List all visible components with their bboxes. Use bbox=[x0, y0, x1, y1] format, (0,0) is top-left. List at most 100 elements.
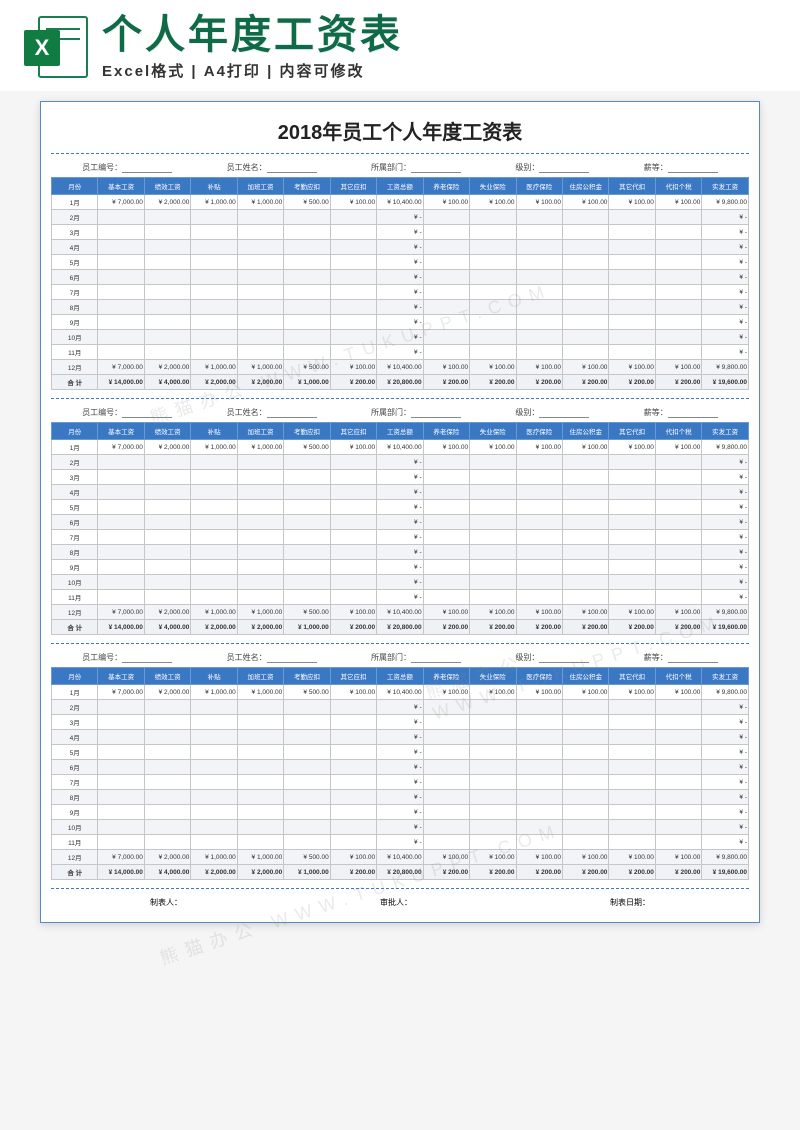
cell: ¥ 7,000.00 bbox=[98, 195, 144, 210]
cell bbox=[516, 225, 562, 240]
cell: ¥ 200.00 bbox=[655, 865, 701, 880]
cell: ¥ - bbox=[702, 730, 749, 745]
cell: ¥ 200.00 bbox=[470, 620, 516, 635]
cell bbox=[191, 805, 237, 820]
cell bbox=[330, 805, 376, 820]
cell: ¥ 100.00 bbox=[609, 605, 655, 620]
cell bbox=[655, 590, 701, 605]
cell: ¥ - bbox=[702, 590, 749, 605]
cell bbox=[609, 775, 655, 790]
cell bbox=[284, 575, 330, 590]
cell bbox=[562, 470, 608, 485]
cell: ¥ - bbox=[377, 285, 423, 300]
cell: ¥ 100.00 bbox=[516, 605, 562, 620]
col-header: 工资总额 bbox=[377, 178, 423, 195]
cell: ¥ 4,000.00 bbox=[144, 375, 190, 390]
cell bbox=[98, 485, 144, 500]
month-cell: 12月 bbox=[52, 850, 98, 865]
cell: ¥ 7,000.00 bbox=[98, 685, 144, 700]
col-header: 绩效工资 bbox=[144, 668, 190, 685]
month-cell: 11月 bbox=[52, 345, 98, 360]
cell bbox=[191, 210, 237, 225]
month-cell: 7月 bbox=[52, 285, 98, 300]
meta-rank: 级别： bbox=[515, 407, 589, 418]
col-header: 其它应扣 bbox=[330, 668, 376, 685]
cell bbox=[330, 575, 376, 590]
meta-emp_no: 员工编号： bbox=[82, 407, 172, 418]
cell bbox=[284, 255, 330, 270]
col-header: 考勤应扣 bbox=[284, 668, 330, 685]
cell: ¥ 500.00 bbox=[284, 605, 330, 620]
cell: ¥ 7,000.00 bbox=[98, 850, 144, 865]
cell: ¥ - bbox=[377, 805, 423, 820]
cell bbox=[470, 330, 516, 345]
cell bbox=[516, 285, 562, 300]
cell bbox=[237, 700, 283, 715]
cell bbox=[144, 715, 190, 730]
cell bbox=[330, 315, 376, 330]
col-header: 加班工资 bbox=[237, 178, 283, 195]
cell bbox=[655, 560, 701, 575]
cell bbox=[144, 730, 190, 745]
cell bbox=[144, 225, 190, 240]
cell bbox=[284, 500, 330, 515]
cell bbox=[98, 330, 144, 345]
month-cell: 6月 bbox=[52, 270, 98, 285]
table-row: 5月¥ -¥ - bbox=[52, 255, 749, 270]
cell bbox=[144, 255, 190, 270]
cell: ¥ 100.00 bbox=[655, 685, 701, 700]
cell bbox=[237, 470, 283, 485]
month-cell: 5月 bbox=[52, 500, 98, 515]
col-header: 代扣个税 bbox=[655, 423, 701, 440]
cell bbox=[237, 300, 283, 315]
cell bbox=[98, 700, 144, 715]
cell: ¥ 200.00 bbox=[470, 865, 516, 880]
cell: ¥ 100.00 bbox=[470, 360, 516, 375]
cell bbox=[609, 545, 655, 560]
cell bbox=[284, 545, 330, 560]
cell bbox=[423, 455, 469, 470]
cell: ¥ 1,000.00 bbox=[284, 620, 330, 635]
cell bbox=[191, 315, 237, 330]
cell: ¥ 1,000.00 bbox=[284, 865, 330, 880]
cell: ¥ 1,000.00 bbox=[191, 685, 237, 700]
cell bbox=[330, 590, 376, 605]
cell bbox=[609, 790, 655, 805]
cell: ¥ 200.00 bbox=[562, 865, 608, 880]
cell bbox=[284, 485, 330, 500]
cell: ¥ 500.00 bbox=[284, 195, 330, 210]
col-header: 基本工资 bbox=[98, 668, 144, 685]
col-header: 医疗保险 bbox=[516, 423, 562, 440]
sub-title: Excel格式 | A4打印 | 内容可修改 bbox=[102, 60, 776, 81]
cell bbox=[655, 270, 701, 285]
cell: ¥ 19,600.00 bbox=[702, 620, 749, 635]
cell bbox=[191, 835, 237, 850]
month-cell: 5月 bbox=[52, 255, 98, 270]
cell bbox=[562, 820, 608, 835]
cell bbox=[191, 470, 237, 485]
cell bbox=[470, 470, 516, 485]
cell bbox=[237, 730, 283, 745]
cell bbox=[237, 530, 283, 545]
cell bbox=[423, 285, 469, 300]
cell bbox=[470, 820, 516, 835]
cell bbox=[655, 730, 701, 745]
month-cell: 9月 bbox=[52, 315, 98, 330]
cell bbox=[609, 530, 655, 545]
cell bbox=[191, 745, 237, 760]
col-header: 其它应扣 bbox=[330, 423, 376, 440]
cell: ¥ - bbox=[702, 210, 749, 225]
cell bbox=[144, 545, 190, 560]
col-header: 考勤应扣 bbox=[284, 178, 330, 195]
cell: ¥ 100.00 bbox=[562, 685, 608, 700]
cell bbox=[237, 210, 283, 225]
cell bbox=[330, 500, 376, 515]
cell: ¥ - bbox=[377, 775, 423, 790]
cell bbox=[609, 485, 655, 500]
promo-header: X 个人年度工资表 Excel格式 | A4打印 | 内容可修改 bbox=[0, 0, 800, 91]
cell bbox=[655, 545, 701, 560]
cell: ¥ - bbox=[377, 590, 423, 605]
cell bbox=[191, 330, 237, 345]
cell bbox=[284, 285, 330, 300]
cell bbox=[562, 805, 608, 820]
